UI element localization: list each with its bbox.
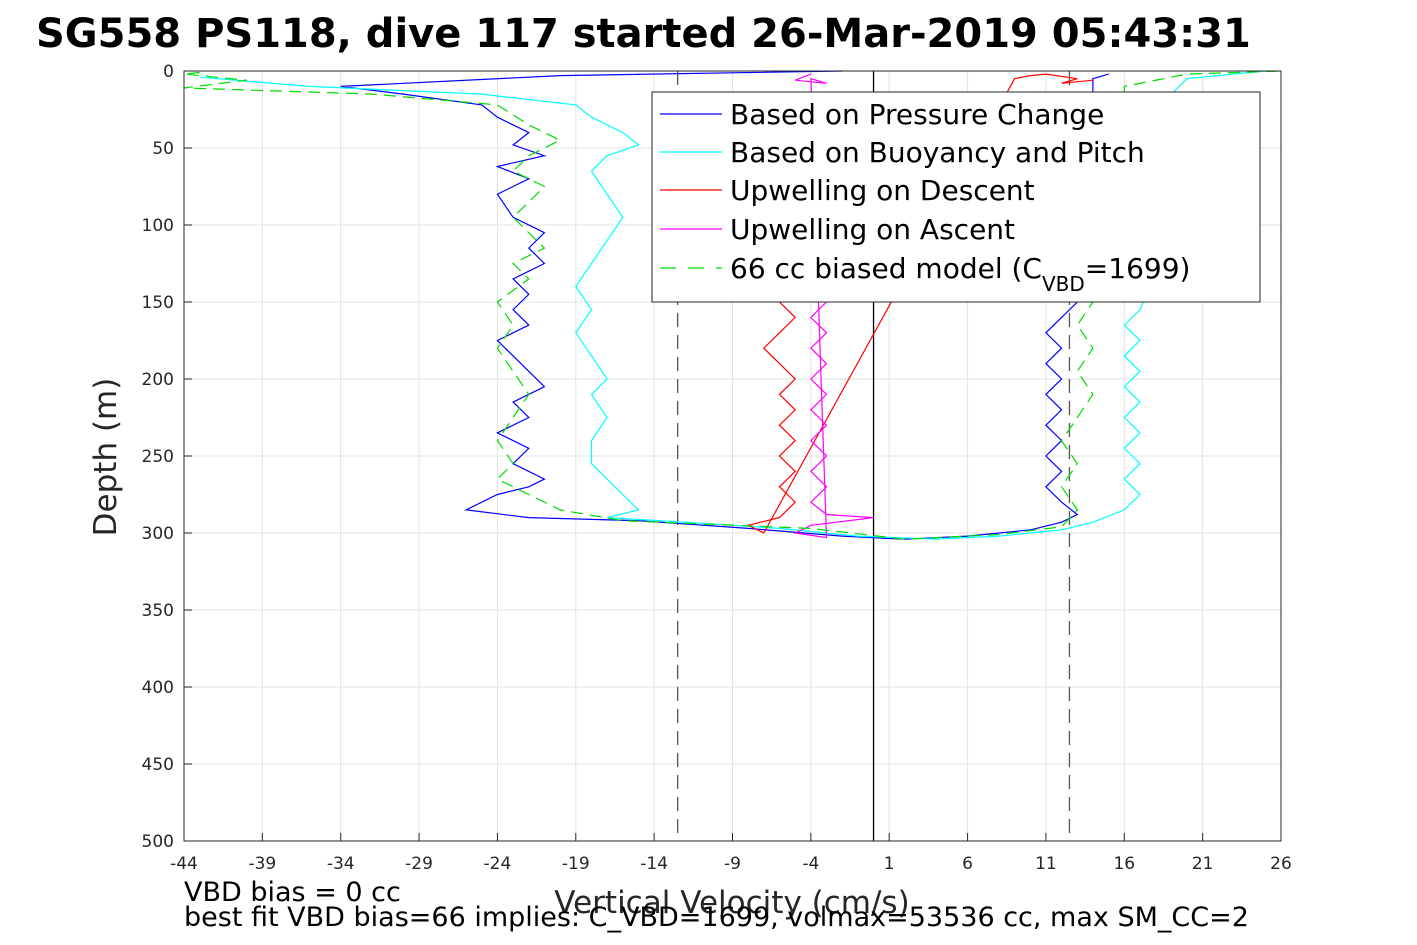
x-tick-label: 26 xyxy=(1270,854,1292,874)
x-tick-label: -4 xyxy=(802,854,819,874)
footnote-vbd-bias: VBD bias = 0 cc xyxy=(184,877,401,908)
data-series xyxy=(183,70,1282,540)
x-tick-label: -24 xyxy=(484,854,512,874)
x-tick-label: -39 xyxy=(248,854,276,874)
legend-label: 66 cc biased model (CVBD=1699) xyxy=(730,252,1190,296)
x-tick-label: -29 xyxy=(405,854,433,874)
legend-label: Based on Pressure Change xyxy=(730,98,1104,131)
y-tick-label: 300 xyxy=(142,524,174,544)
legend-box xyxy=(651,91,1261,303)
x-tick-label: -14 xyxy=(640,854,668,874)
y-tick-label: 200 xyxy=(142,370,174,390)
x-tick-label: 6 xyxy=(962,854,973,874)
y-tick-label: 350 xyxy=(142,601,174,621)
x-tick-labels: -44 -39 -34 -29 -24 -19 -14 -9 -4 1 6 11 16 21 26 xyxy=(170,833,1292,874)
legend: Based on Pressure Change Based on Buoyanc… xyxy=(651,91,1261,303)
footnote-best-fit: best fit VBD bias=66 implies: C_VBD=1699… xyxy=(184,902,1249,933)
x-tick-label: 21 xyxy=(1192,854,1214,874)
y-tick-label: 50 xyxy=(152,139,174,159)
series-line-3 xyxy=(746,73,1093,534)
y-tick-label: 100 xyxy=(142,216,174,236)
y-tick-label: 0 xyxy=(163,62,174,82)
series-line-4 xyxy=(793,73,874,539)
y-tick-label: 400 xyxy=(142,678,174,698)
y-tick-label: 450 xyxy=(142,755,174,775)
x-axis-label: Vertical Velocity (cm/s) xyxy=(554,885,909,921)
chart-title: SG558 PS118, dive 117 started 26-Mar-201… xyxy=(36,11,1251,57)
legend-label: Based on Buoyancy and Pitch xyxy=(730,136,1145,169)
y-axis-label: Depth (m) xyxy=(88,378,124,537)
x-tick-label: 11 xyxy=(1035,854,1057,874)
y-tick-labels: 0 50 100 150 200 250 300 350 400 450 500 xyxy=(142,62,192,852)
series-line-2 xyxy=(199,70,1266,540)
series-line-1 xyxy=(340,70,1109,540)
x-tick-label: 16 xyxy=(1113,854,1135,874)
legend-label: Upwelling on Ascent xyxy=(730,213,1015,246)
y-tick-label: 250 xyxy=(142,447,174,467)
x-tick-label: -44 xyxy=(170,854,198,874)
x-tick-label: -9 xyxy=(724,854,741,874)
y-tick-label: 150 xyxy=(142,293,174,313)
legend-label: Upwelling on Descent xyxy=(730,174,1035,207)
x-tick-label: 1 xyxy=(884,854,895,874)
y-tick-label: 500 xyxy=(142,832,174,852)
x-tick-label: -34 xyxy=(327,854,355,874)
x-tick-label: -19 xyxy=(562,854,590,874)
series-line-5 xyxy=(183,70,1282,540)
